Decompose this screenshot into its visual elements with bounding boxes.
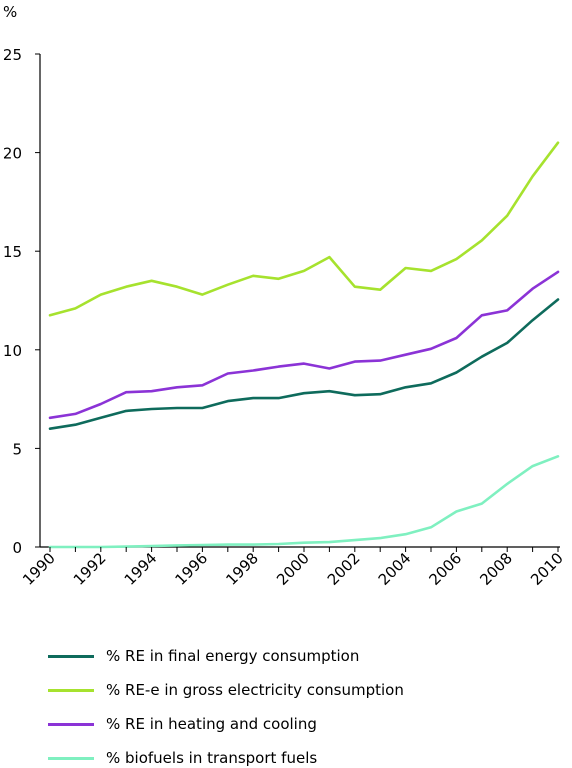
y-axis-unit-label: % (3, 3, 17, 21)
legend-label: % RE-e in gross electricity consumption (106, 681, 404, 699)
legend-item: % RE in heating and cooling (48, 714, 317, 734)
series-line-3 (48, 270, 560, 420)
legend-swatch (48, 756, 94, 760)
x-tick-label: 1994 (121, 549, 161, 589)
legend-label: % biofuels in transport fuels (106, 749, 318, 767)
x-tick-label: 1992 (70, 549, 110, 589)
legend-label: % RE in final energy consumption (106, 647, 360, 665)
legend-swatch (48, 654, 94, 658)
y-tick-label: 15 (3, 243, 22, 261)
legend-swatch (48, 688, 94, 692)
series-line-1 (48, 298, 560, 431)
legend-item: % biofuels in transport fuels (48, 748, 317, 768)
y-tick-label: 25 (3, 46, 22, 64)
x-tick-label: 2010 (527, 549, 567, 589)
series-lines (48, 141, 560, 549)
x-axis-ticks: 1990 1992 1994 1996 1998 2000 2002 2004 2006 2008… (19, 547, 567, 589)
series-line-2 (48, 141, 560, 317)
y-tick-label: 0 (12, 539, 22, 557)
x-tick-label: 2002 (324, 549, 364, 589)
x-tick-label: 1996 (171, 549, 211, 589)
x-tick-label: 2000 (273, 549, 313, 589)
x-tick-label: 2004 (375, 549, 415, 589)
axes (39, 54, 560, 548)
legend-item: % RE in final energy consumption (48, 646, 359, 666)
y-axis-ticks: 0 5 10 15 20 25 (3, 46, 40, 557)
x-tick-label: 2006 (425, 549, 465, 589)
legend-label: % RE in heating and cooling (106, 715, 317, 733)
x-tick-label: 2008 (476, 549, 516, 589)
x-tick-label: 1998 (222, 549, 262, 589)
legend-item: % RE-e in gross electricity consumption (48, 680, 404, 700)
y-tick-label: 20 (3, 145, 22, 163)
line-chart: 0 5 10 15 20 25 1990 1992 1994 1996 1998 2000 2002 2… (3, 3, 567, 589)
y-tick-label: 10 (3, 342, 22, 360)
y-tick-label: 5 (12, 440, 22, 458)
legend-swatch (48, 722, 94, 726)
series-line-4 (48, 454, 560, 549)
x-tick-label: 1990 (19, 549, 59, 589)
